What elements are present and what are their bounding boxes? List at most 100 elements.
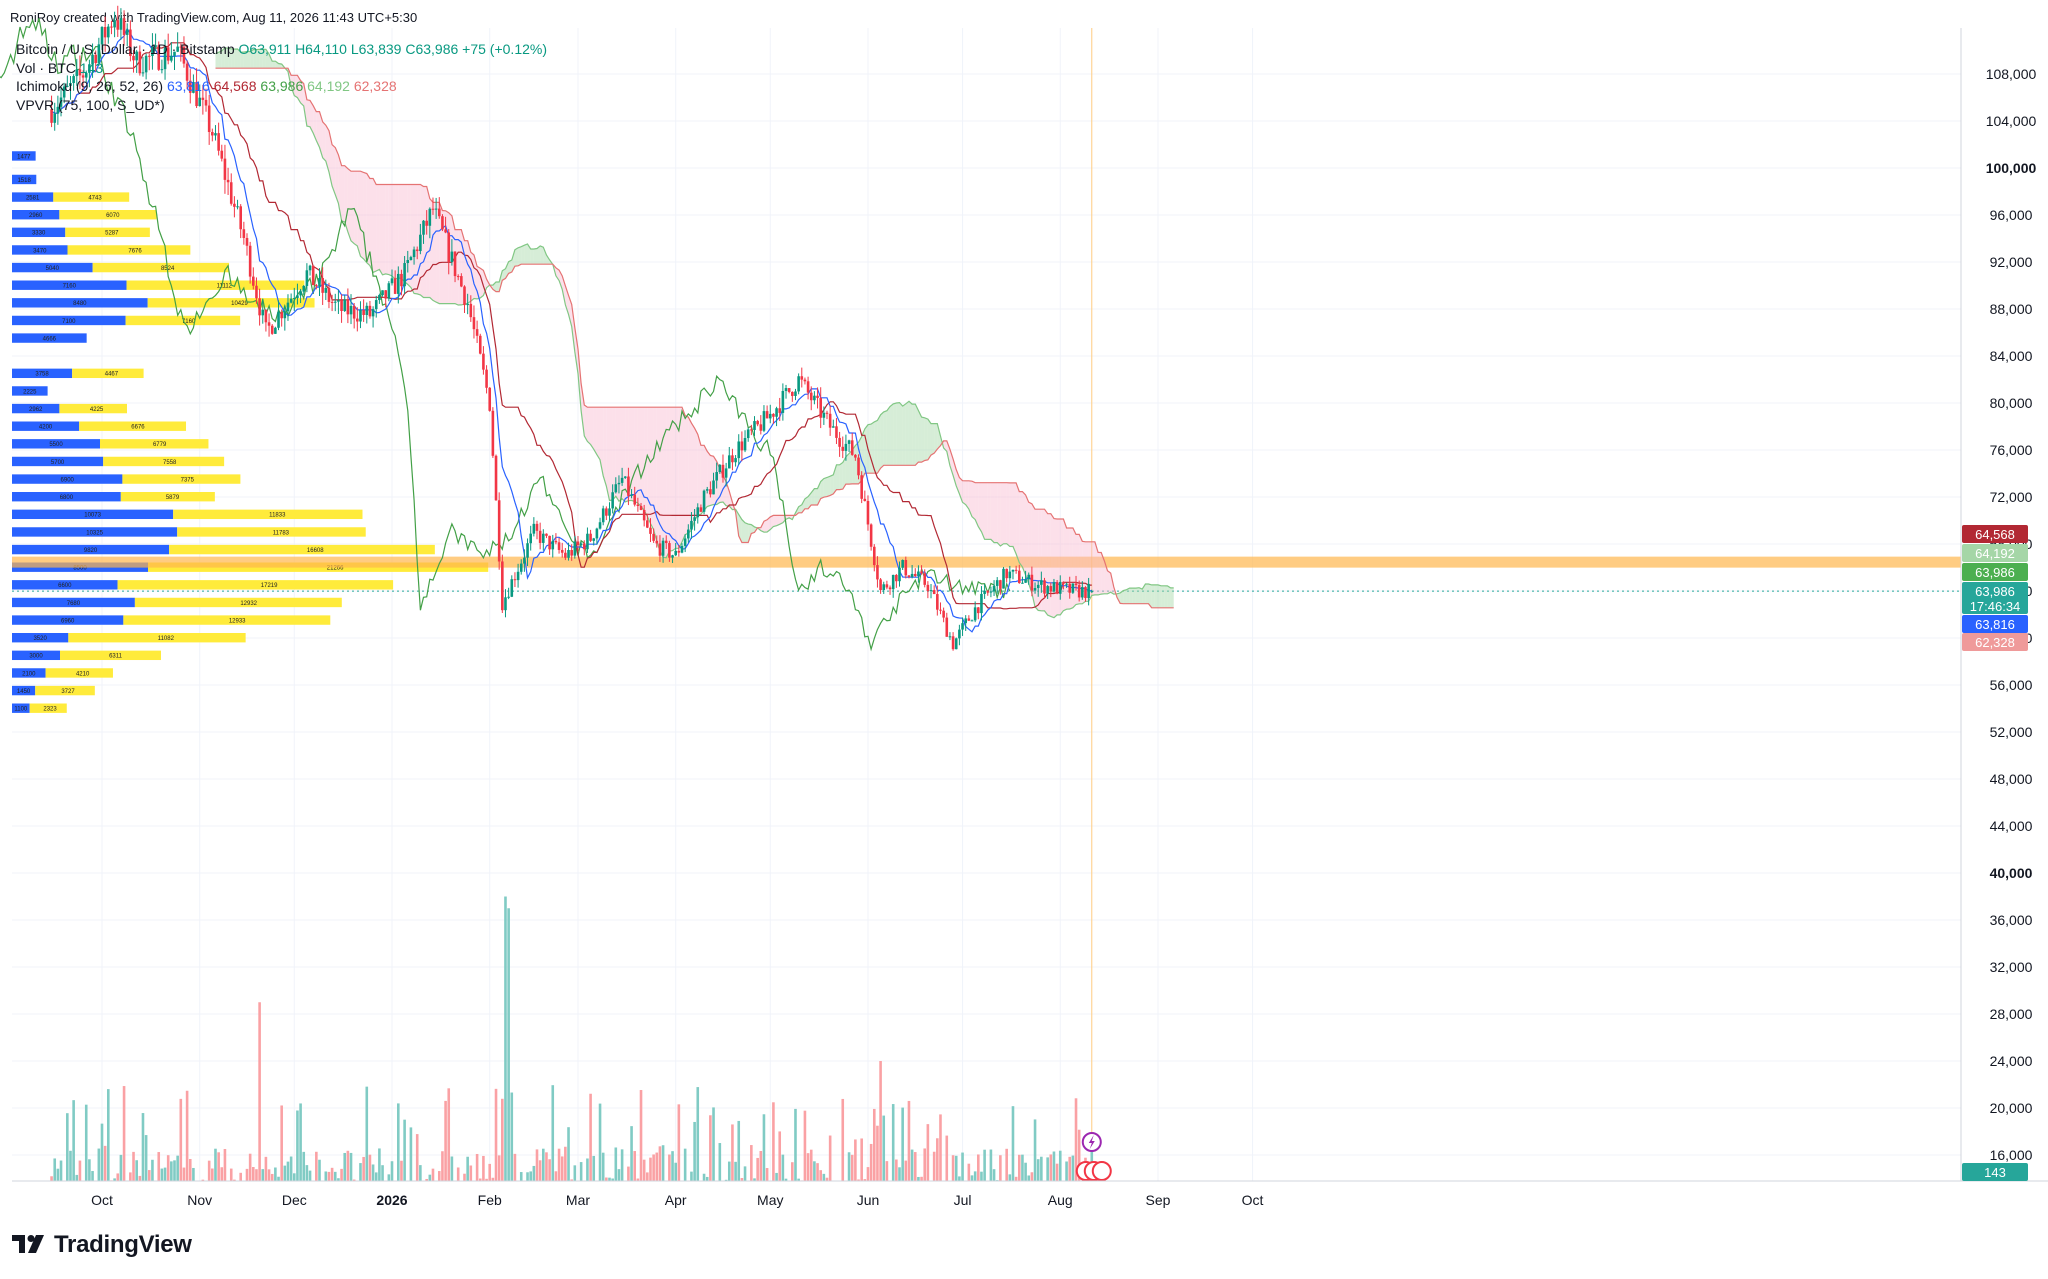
cloud-segment (990, 482, 995, 543)
cloud-segment (237, 48, 241, 69)
candle-body (614, 484, 618, 493)
candle-body (630, 494, 633, 496)
candle-body (359, 310, 362, 322)
cloud-segment (1135, 587, 1140, 604)
candle-body (973, 607, 977, 621)
volume-bar (932, 1151, 936, 1181)
candle-body (768, 413, 772, 419)
volume-bar (233, 1179, 236, 1181)
time-axis: Oct Nov Dec 2026 Feb Mar Apr May Jun Jul Aug Sep Oct (12, 1180, 2048, 1208)
legend-symbol[interactable]: Bitcoin / U.S. Dollar · 1D · Bitstamp (16, 41, 235, 57)
volume-bar (854, 1139, 857, 1181)
volume-bar (419, 1165, 422, 1181)
vp-up-bar (12, 615, 124, 625)
candle-body (491, 410, 495, 456)
volume-bar (961, 1152, 964, 1181)
price-tick: 32,000 (1990, 959, 2033, 975)
candle-body (516, 571, 520, 581)
candle-body (245, 237, 249, 246)
vp-up-value: 5500 (49, 442, 63, 448)
candle-body (425, 220, 428, 226)
cloud-segment (480, 268, 484, 298)
volume-bar (627, 1166, 630, 1181)
candle-body (989, 591, 993, 593)
cloud-segment (392, 184, 396, 280)
candle-body (469, 303, 473, 318)
cloud-segment (291, 75, 295, 96)
candle-body (1027, 574, 1031, 580)
economic-event-icon[interactable] (1091, 1161, 1112, 1181)
volume-bar (876, 1125, 879, 1181)
volume-bar (589, 1093, 592, 1181)
cloud-segment (953, 459, 957, 486)
candle-body (548, 535, 551, 550)
candle-body (485, 369, 488, 388)
vp-up-value: 3000 (29, 654, 43, 660)
vp-up-bar (12, 650, 60, 661)
candle-body (1008, 571, 1012, 579)
price-tick: 40,000 (1990, 865, 2033, 881)
candle-body (734, 458, 737, 463)
volume-bar (611, 1178, 614, 1181)
volume-bar (188, 1158, 192, 1181)
volume-bar (286, 1161, 290, 1181)
cloud-segment (379, 184, 383, 275)
candle-body (800, 376, 804, 380)
cloud-segment (675, 407, 679, 549)
volume-bar (138, 1175, 142, 1181)
candle-body (866, 501, 870, 525)
candle-body (299, 291, 302, 296)
candle-body (1014, 569, 1018, 571)
cloud-segment (262, 49, 266, 69)
volume-bar (166, 1155, 170, 1181)
candle-body (220, 150, 224, 159)
candle-body (589, 533, 592, 541)
candle-body (188, 80, 192, 93)
volume-bar (463, 1173, 466, 1181)
candle-body (693, 517, 696, 521)
candle-body (920, 571, 923, 574)
candle-body (772, 413, 775, 417)
candle-body (910, 573, 914, 577)
legend-ichimoku-row[interactable]: Ichimoku (9, 26, 52, 26) 63,816 64,568 6… (16, 77, 547, 96)
volume-bar (270, 1173, 274, 1181)
candle-body (406, 259, 410, 264)
cloud-segment (332, 144, 336, 195)
volume-bar (409, 1127, 413, 1181)
volume-bar (1074, 1098, 1078, 1181)
volume-bar (261, 1169, 265, 1181)
legend-vpvr-row[interactable]: VPVR (75, 100, S_UD*) (16, 96, 547, 115)
volume-bar (702, 1173, 706, 1181)
legend-volume-row[interactable]: Vol · BTC 143 (16, 59, 547, 78)
cloud-segment (927, 419, 932, 460)
volume-bar (1008, 1174, 1012, 1181)
candle-body (270, 325, 274, 334)
candle-body (497, 500, 501, 562)
vp-up-bar (12, 703, 30, 713)
event-markers (1075, 1132, 1112, 1181)
candle-body (75, 69, 79, 77)
legend-symbol-row[interactable]: Bitcoin / U.S. Dollar · 1D · Bitstamp O6… (16, 40, 547, 59)
candle-body (791, 391, 794, 396)
candle-body (683, 538, 687, 546)
candle-body (649, 527, 652, 534)
candle-body (668, 543, 671, 558)
price-labels: 64,56864,19263,98663,98617:46:3463,81662… (1962, 525, 2028, 1181)
cloud-segment (984, 482, 988, 540)
price-tick: 104,000 (1986, 113, 2037, 129)
candle-body (954, 638, 958, 650)
candle-body (627, 476, 630, 496)
candle-body (945, 617, 949, 637)
time-tick: Apr (665, 1192, 687, 1208)
candle-body (819, 397, 822, 418)
candle-body (226, 179, 230, 183)
candlesticks (50, 5, 1094, 651)
volume-bar (97, 1148, 101, 1181)
vp-up-bar (12, 298, 148, 308)
volume-bar (683, 1148, 687, 1181)
cloud-segment (987, 482, 991, 540)
vp-down-value: 5287 (105, 231, 119, 237)
volume-bar (652, 1154, 655, 1181)
cloud-segment (1126, 588, 1130, 604)
